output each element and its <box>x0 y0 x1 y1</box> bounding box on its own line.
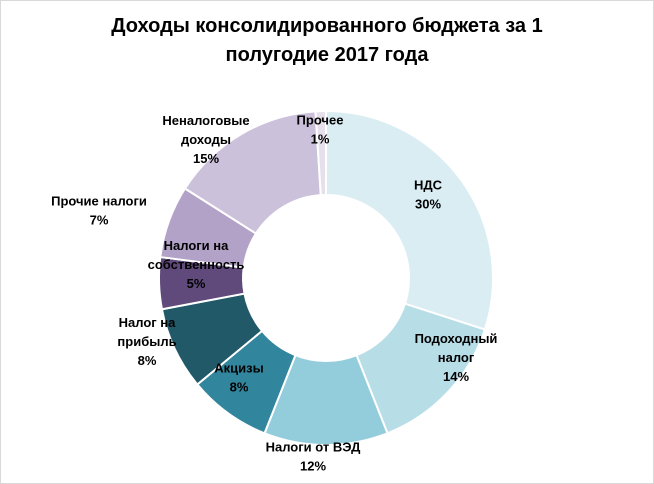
slice-value-label: 12% <box>300 459 326 474</box>
slice-value-label: 7% <box>90 213 109 228</box>
slice-value-label: 5% <box>187 276 206 291</box>
slice-category-label: прибыль <box>117 334 176 349</box>
donut-slice-9 <box>314 109 327 197</box>
slice-label-3: Налоги от ВЭД 12% <box>266 440 362 474</box>
slice-category-label: Прочие налоги <box>51 194 147 209</box>
slice-category-label: Неналоговые <box>162 113 249 128</box>
slice-value-label: 1% <box>311 132 330 147</box>
slice-label-8: Неналоговые доходы 15% <box>162 113 249 166</box>
slice-category-label: собственность <box>148 257 245 272</box>
chart-title-line-2: полугодие 2017 года <box>225 44 429 66</box>
slice-value-label: 8% <box>138 353 157 368</box>
slice-category-label: Налог на <box>119 315 177 330</box>
slice-category-label: Подоходный <box>415 331 498 346</box>
slice-value-label: 14% <box>443 369 469 384</box>
slice-label-6: Налоги на собственность 5% <box>148 238 245 291</box>
slice-category-label: Акцизы <box>214 361 263 376</box>
slice-value-label: 30% <box>415 197 441 212</box>
slice-label-5: Налог на прибыль 8% <box>117 315 176 368</box>
slice-category-label: налог <box>438 350 475 365</box>
chart-title: Доходы консолидированного бюджета за 1 п… <box>0 12 654 70</box>
chart-title-line-1: Доходы консолидированного бюджета за 1 <box>111 15 543 37</box>
slice-category-label: НДС <box>414 178 443 193</box>
slice-category-label: Налоги от ВЭД <box>266 440 362 455</box>
slice-label-4: Акцизы 8% <box>214 361 263 395</box>
slice-label-1: НДС 30% <box>414 178 443 212</box>
slice-value-label: 15% <box>193 151 219 166</box>
slice-category-label: Налоги на <box>164 238 230 253</box>
slice-label-2: Подоходный налог 14% <box>415 331 498 384</box>
donut-slice-1 <box>325 109 494 331</box>
slice-category-label: Прочее <box>297 113 344 128</box>
slice-label-7: Прочие налоги 7% <box>51 194 147 228</box>
slice-category-label: доходы <box>181 132 231 147</box>
slice-label-9: Прочее 1% <box>297 113 344 147</box>
slice-value-label: 8% <box>230 380 249 395</box>
